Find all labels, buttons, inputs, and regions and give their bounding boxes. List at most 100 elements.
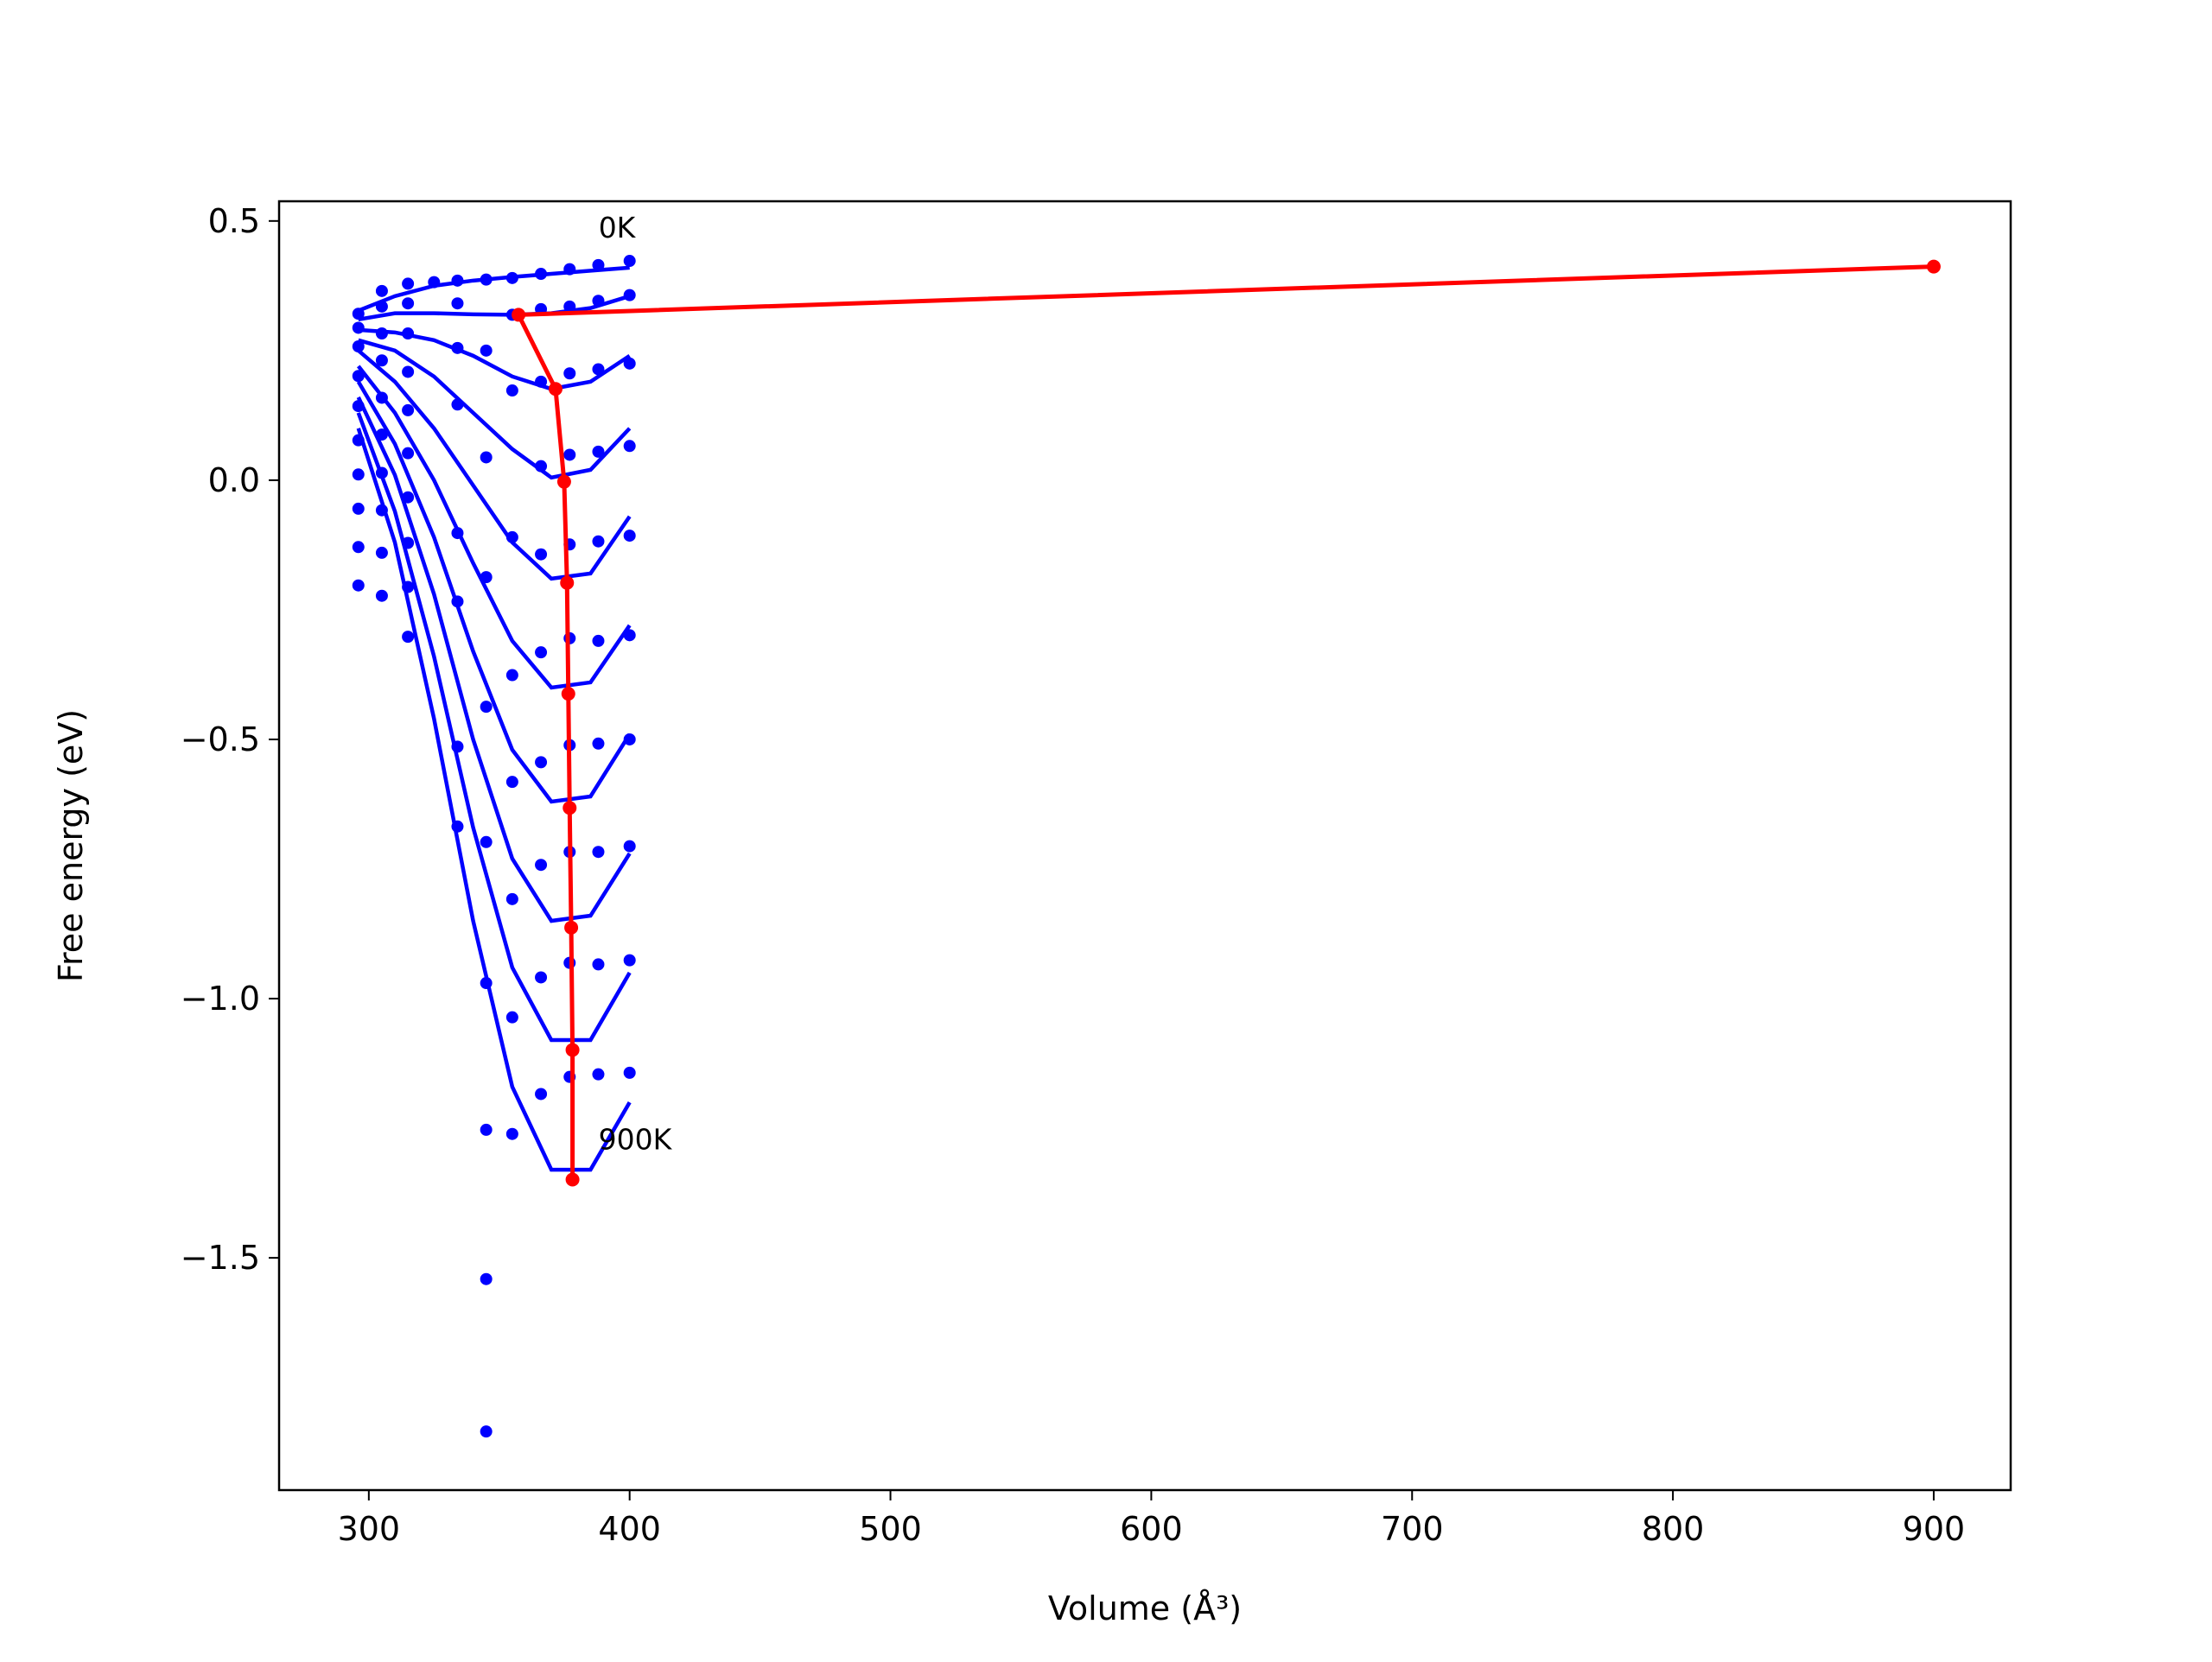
data-point [592, 737, 605, 750]
x-tick-label: 900 [1903, 1510, 1966, 1548]
data-point [480, 977, 493, 990]
data-point [375, 428, 388, 441]
equilibrium-point [561, 687, 575, 701]
data-point [623, 357, 636, 370]
data-point [480, 1123, 493, 1136]
data-point [402, 403, 415, 416]
data-point [402, 277, 415, 290]
data-point [505, 271, 518, 284]
fit-curve [356, 380, 632, 804]
y-tick-label: 0.5 [208, 202, 260, 240]
fit-curve [358, 294, 631, 322]
data-point [352, 400, 365, 413]
data-point [480, 344, 493, 357]
x-tick-label: 300 [338, 1510, 401, 1548]
data-point [451, 341, 464, 354]
data-point [352, 468, 365, 481]
data-point [480, 451, 493, 464]
data-point [375, 284, 388, 297]
equilibrium-point [1926, 259, 1941, 274]
data-point [623, 255, 636, 268]
data-point [563, 448, 576, 461]
equilibrium-point [563, 801, 577, 815]
data-point [563, 367, 576, 380]
data-point [535, 375, 548, 388]
equilibrium-point [565, 1172, 580, 1187]
data-point [623, 629, 636, 642]
data-point [505, 530, 518, 543]
annotation: 0K [599, 211, 637, 244]
x-tick-label: 500 [859, 1510, 922, 1548]
data-point [451, 274, 464, 287]
data-point [402, 536, 415, 549]
data-point [535, 646, 548, 659]
data-point [428, 276, 441, 289]
y-tick-label: −1.5 [181, 1239, 260, 1277]
y-tick-label: −1.0 [181, 980, 260, 1018]
data-point [592, 634, 605, 647]
data-point [623, 1066, 636, 1079]
annotation: 900K [599, 1123, 673, 1157]
equilibrium-line [515, 264, 1935, 1180]
data-point [535, 268, 548, 281]
equilibrium-point [556, 474, 571, 489]
data-point [451, 820, 464, 833]
data-point [592, 535, 605, 548]
fit-curve [357, 349, 632, 581]
data-point [451, 595, 464, 608]
fit-curve [358, 338, 632, 480]
data-point [535, 756, 548, 769]
x-tick-label: 400 [598, 1510, 661, 1548]
data-point [623, 840, 636, 853]
data-point [592, 1068, 605, 1081]
data-point [352, 308, 365, 320]
data-point [623, 440, 636, 453]
data-point [375, 546, 388, 559]
data-point [352, 541, 365, 554]
fit-curve [357, 265, 630, 313]
data-point [505, 892, 518, 905]
data-point [451, 297, 464, 310]
data-point [402, 491, 415, 504]
data-point [592, 958, 605, 971]
fit-curve [356, 412, 632, 1043]
data-point [402, 365, 415, 378]
y-tick-label: −0.5 [181, 720, 260, 758]
data-point [505, 1127, 518, 1140]
data-point [352, 502, 365, 515]
x-tick-label: 600 [1120, 1510, 1183, 1548]
equilibrium-point [560, 575, 575, 590]
data-point [535, 548, 548, 561]
data-point [480, 701, 493, 714]
y-axis-label: Free energy (eV) [52, 709, 90, 982]
data-point [352, 434, 365, 447]
data-point [375, 300, 388, 313]
data-point [563, 300, 576, 313]
data-point [402, 631, 415, 644]
equilibrium-point [548, 382, 563, 396]
data-point [505, 384, 518, 397]
data-point [592, 295, 605, 308]
data-point [352, 340, 365, 353]
data-point [535, 859, 548, 872]
data-point [592, 445, 605, 458]
data-point [563, 263, 576, 276]
data-point [480, 1425, 493, 1438]
data-point [375, 327, 388, 340]
data-point [352, 579, 365, 592]
data-point [375, 504, 388, 517]
data-point [451, 527, 464, 540]
data-point [623, 530, 636, 542]
data-point [451, 740, 464, 753]
data-point [375, 466, 388, 479]
data-point [623, 733, 636, 745]
data-point [535, 971, 548, 984]
data-point [480, 273, 493, 286]
data-point [505, 669, 518, 682]
plot-frame [277, 200, 2012, 1492]
data-point [623, 289, 636, 301]
equilibrium-point [564, 920, 579, 935]
data-point [480, 835, 493, 848]
